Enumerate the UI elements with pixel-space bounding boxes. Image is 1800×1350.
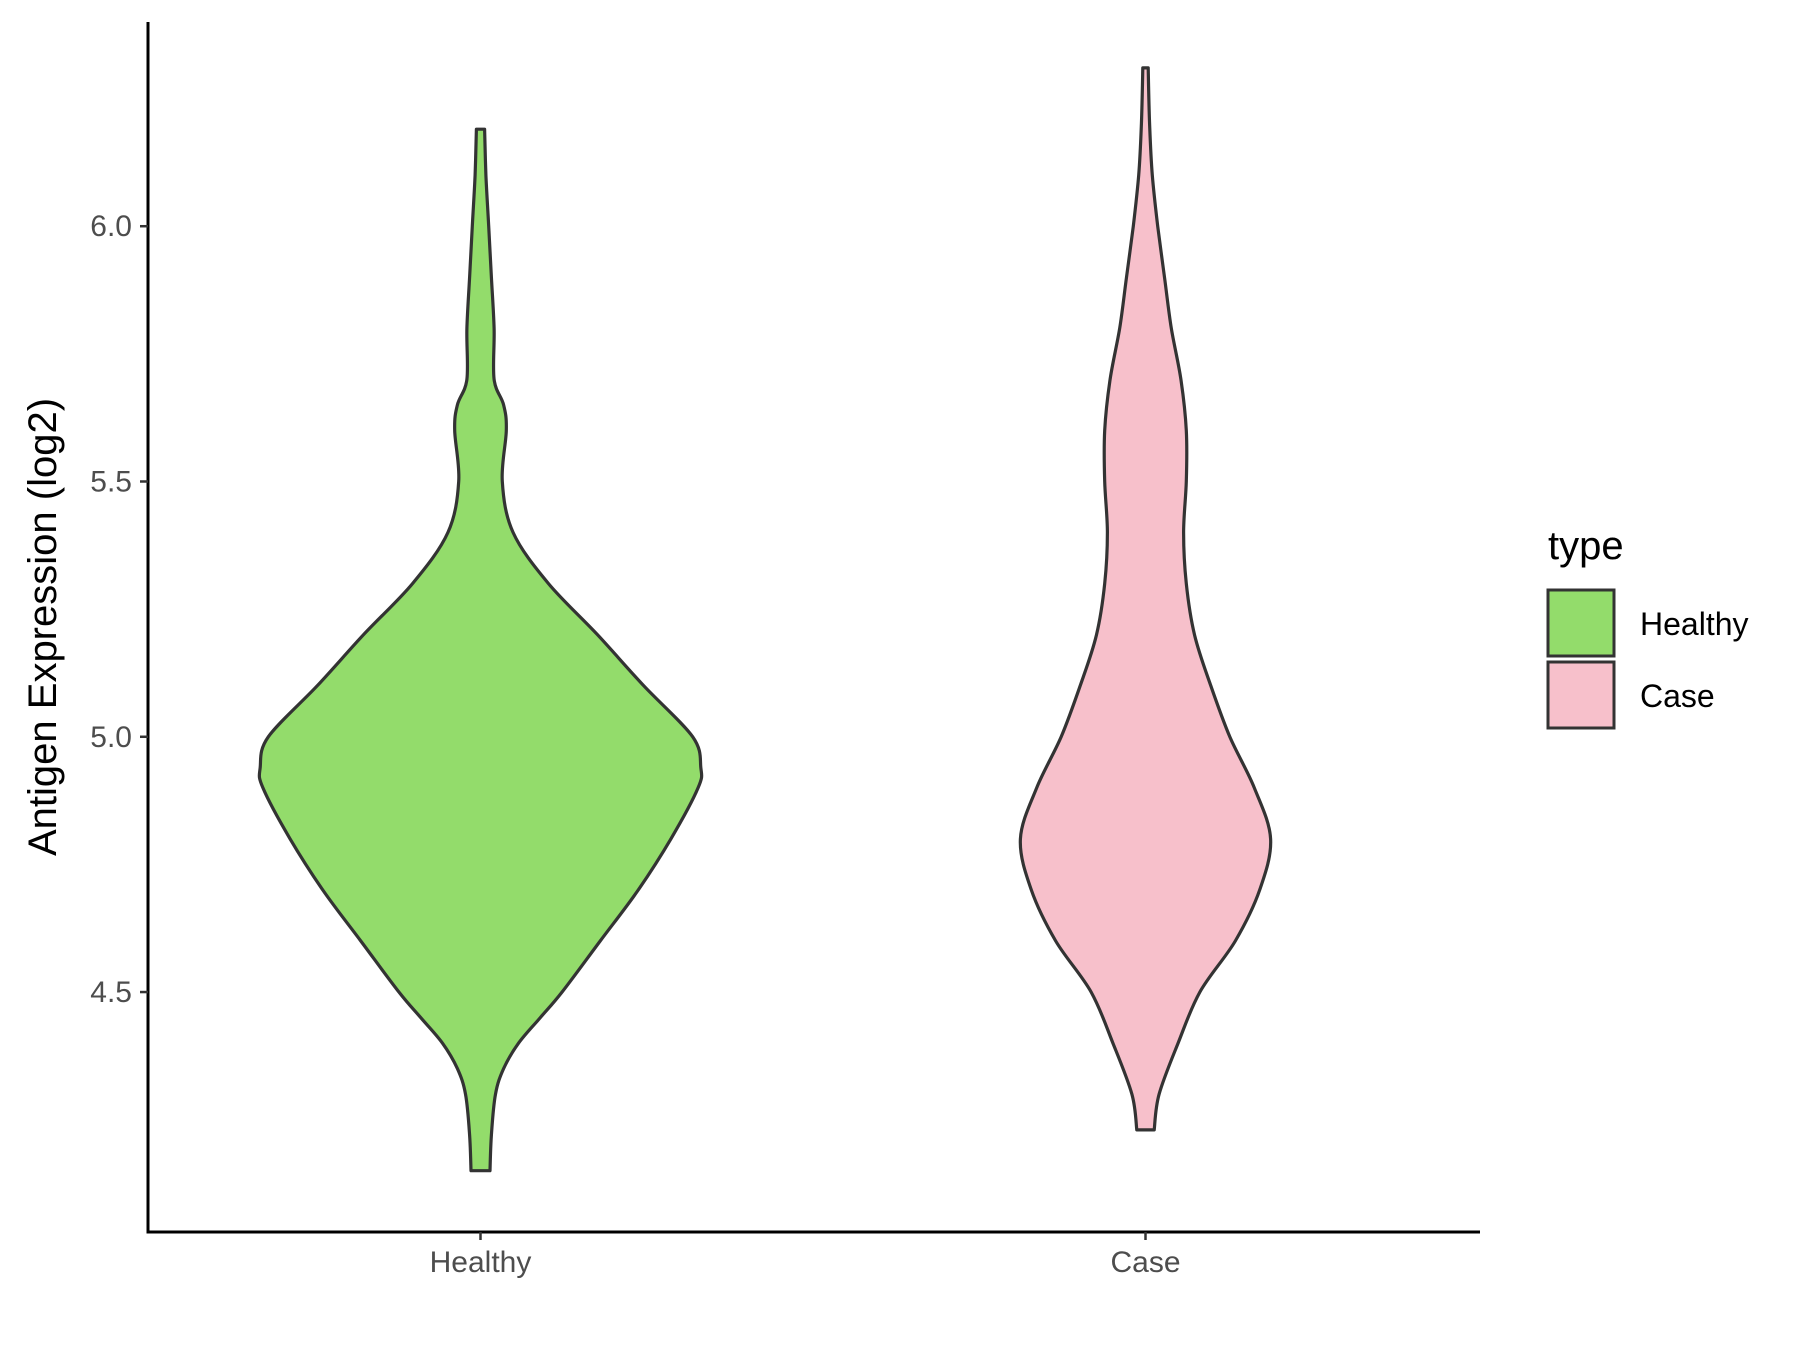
x-tick-label: Healthy [430, 1246, 532, 1279]
legend-swatch-case [1546, 660, 1616, 730]
legend-title: type [1548, 524, 1624, 568]
y-axis-title: Antigen Expression (log2) [21, 398, 65, 856]
violin-layer [257, 66, 1273, 1173]
violin-case [1018, 66, 1273, 1132]
x-tick-label: Case [1110, 1246, 1180, 1279]
x-axis-ticks: Healthy Case [430, 1232, 1181, 1279]
legend-swatch-healthy [1546, 588, 1616, 658]
y-tick-label: 5.0 [90, 721, 132, 754]
violin-healthy [257, 127, 704, 1173]
y-axis-ticks: 4.5 5.0 5.5 6.0 [90, 210, 148, 1009]
legend-label-healthy: Healthy [1640, 606, 1749, 642]
legend-items: Healthy Case [1546, 588, 1749, 730]
y-tick-label: 5.5 [90, 465, 132, 498]
y-tick-label: 4.5 [90, 976, 132, 1009]
y-tick-label: 6.0 [90, 210, 132, 243]
legend-label-case: Case [1640, 678, 1715, 714]
legend: type Healthy Case [1546, 524, 1749, 730]
